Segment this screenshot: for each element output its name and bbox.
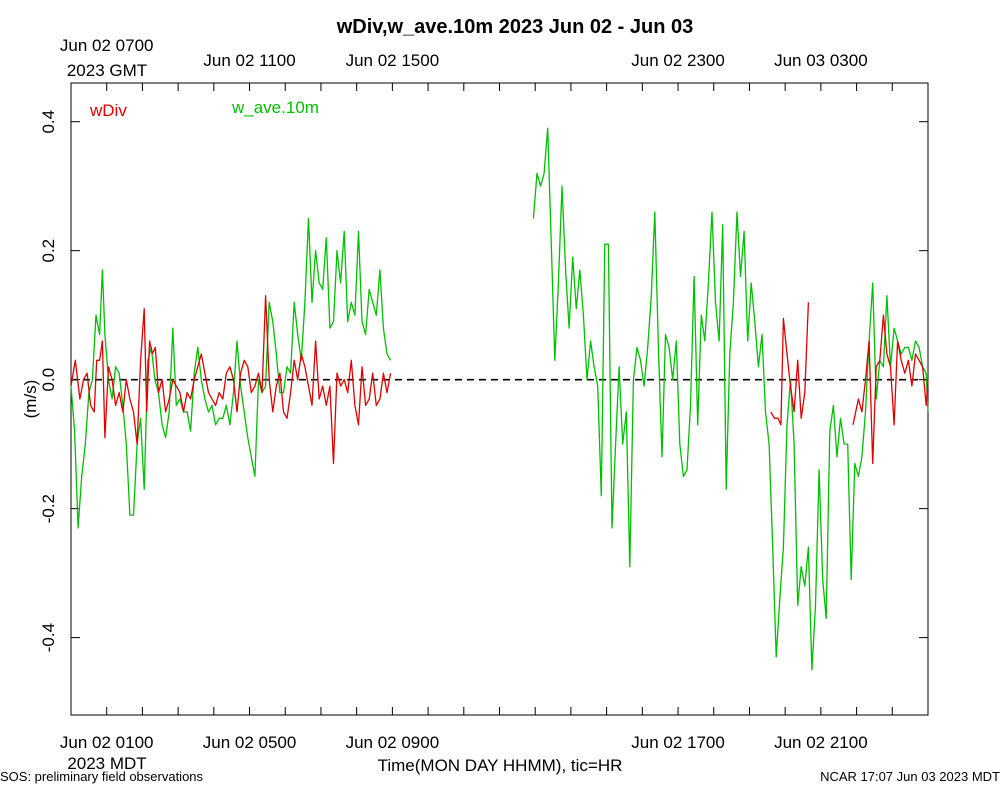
footer-timestamp-label: NCAR 17:07 Jun 03 2023 MDT — [820, 769, 1000, 784]
x-tick-label-top: Jun 02 0700 — [60, 36, 154, 55]
x-tick-label-bottom: Jun 02 2100 — [774, 733, 868, 752]
legend-item-w-ave-10m: w_ave.10m — [231, 98, 319, 117]
y-tick-label: 0.0 — [39, 368, 58, 392]
y-tick-label: -0.4 — [39, 623, 58, 652]
y-tick-label: 0.4 — [39, 110, 58, 134]
series-line-w-ave-10m-segment-2 — [532, 127, 929, 671]
series-line-w-ave-10m-segment-1 — [70, 217, 392, 529]
x-tick-label-top: Jun 02 1500 — [346, 51, 440, 70]
chart-title: wDiv,w_ave.10m 2023 Jun 02 - Jun 03 — [336, 16, 693, 38]
series-line-wdiv-segment-1 — [70, 295, 392, 465]
bottom-axis-timezone-label: 2023 MDT — [67, 754, 146, 773]
y-tick-label: 0.2 — [39, 239, 58, 263]
x-tick-label-bottom: Jun 02 0100 — [60, 733, 154, 752]
series-line-wdiv-segment-3 — [852, 314, 929, 465]
y-axis-label: (m/s) — [21, 380, 40, 419]
x-tick-label-top: Jun 02 2300 — [631, 51, 725, 70]
x-tick-label-bottom: Jun 02 0500 — [203, 733, 297, 752]
y-tick-label: -0.2 — [39, 494, 58, 523]
footer-source-label: SOS: preliminary field observations — [0, 769, 204, 784]
x-tick-label-top: Jun 03 0300 — [774, 51, 868, 70]
series-line-wdiv-segment-2 — [770, 302, 810, 426]
x-tick-label-top: Jun 02 1100 — [203, 51, 295, 70]
x-tick-label-bottom: Jun 02 0900 — [346, 733, 440, 752]
x-tick-label-bottom: Jun 02 1700 — [631, 733, 725, 752]
legend-item-wdiv: wDiv — [89, 101, 127, 120]
top-axis-timezone-label: 2023 GMT — [67, 61, 147, 80]
x-axis-label: Time(MON DAY HHMM), tic=HR — [378, 756, 623, 775]
